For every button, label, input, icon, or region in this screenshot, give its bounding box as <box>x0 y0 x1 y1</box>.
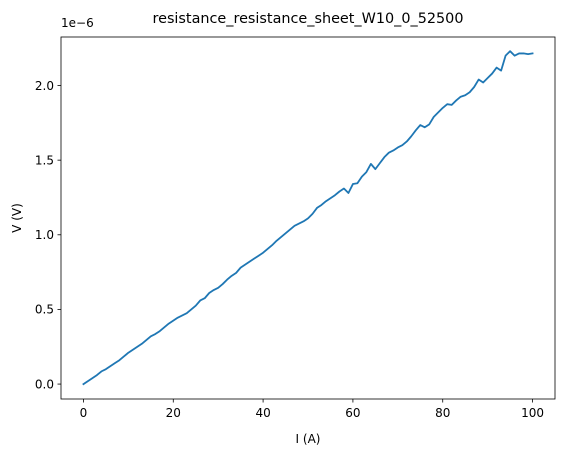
series-line <box>82 50 534 386</box>
x-tick-label: 60 <box>345 406 360 420</box>
chart-title: resistance_resistance_sheet_W10_0_52500 <box>152 11 463 27</box>
axes-frame <box>60 36 556 400</box>
x-tick-label: 100 <box>521 406 544 420</box>
x-tick-label: 40 <box>255 406 270 420</box>
x-axis-label: I (A) <box>296 432 321 446</box>
plot-area: 0 20 40 60 80 100 0.0 0.5 1.0 1.5 2.0 <box>35 50 544 420</box>
x-tick-label: 20 <box>166 406 181 420</box>
x-tick-label: 80 <box>435 406 450 420</box>
y-tick-label: 0.5 <box>35 303 54 317</box>
y-tick-label: 0.0 <box>35 377 54 391</box>
y-tick-label: 1.0 <box>35 228 54 242</box>
y-tick-label: 2.0 <box>35 79 54 93</box>
y-tick-label: 1.5 <box>35 153 54 167</box>
y-axis-label: V (V) <box>10 203 24 233</box>
x-tick-label: 0 <box>80 406 88 420</box>
y-axis-offset-text: 1e−6 <box>61 16 94 30</box>
